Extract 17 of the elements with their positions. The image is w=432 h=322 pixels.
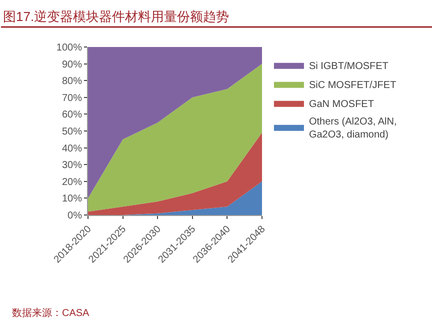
y-tick-label: 100% xyxy=(56,42,82,54)
y-tick-label: 80% xyxy=(62,76,82,88)
legend-label: Si IGBT/MOSFET xyxy=(308,60,388,72)
y-tick-label: 30% xyxy=(62,160,82,172)
source-note: 数据来源：CASA xyxy=(12,307,90,319)
legend-label: GaN MOSFET xyxy=(308,98,374,110)
y-tick-label: 20% xyxy=(62,176,82,188)
legend-label: SiC MOSFET/JFET xyxy=(308,80,396,91)
y-tick-label: 0% xyxy=(68,210,82,222)
y-tick-label: 90% xyxy=(62,59,82,70)
y-tick-label: 70% xyxy=(62,92,82,104)
chart-title: 图17.逆变器模块器件材料用量份额趋势 xyxy=(3,9,230,24)
y-tick-label: 50% xyxy=(62,126,82,138)
y-tick-label: 10% xyxy=(62,194,82,205)
y-tick-label: 40% xyxy=(62,143,82,154)
legend-label: Others (Al2O3, AlN, Ga2O3, diamond) xyxy=(308,116,397,140)
y-tick-label: 60% xyxy=(62,110,82,121)
